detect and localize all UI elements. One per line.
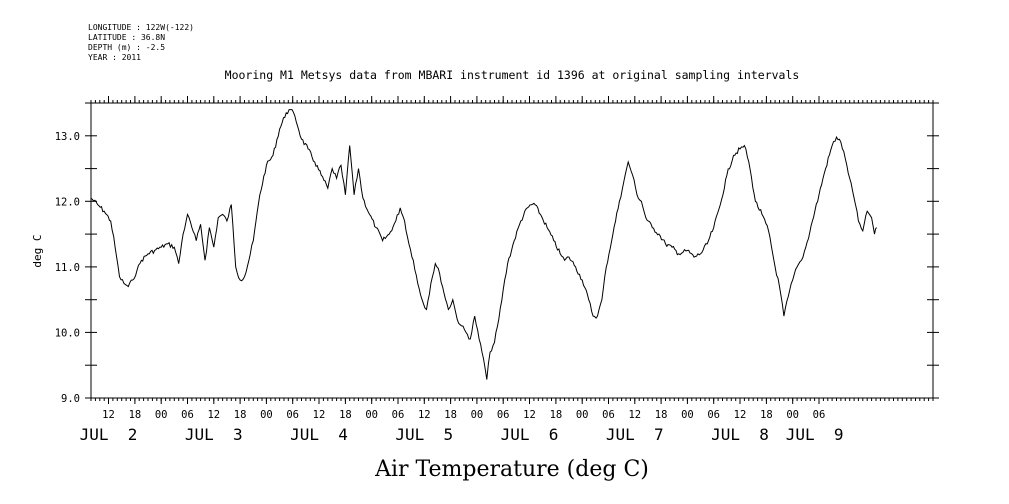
- x-hour-label: 06: [497, 409, 510, 421]
- x-date-label: JUL 4: [290, 425, 348, 444]
- x-hour-label: 06: [707, 409, 720, 421]
- x-date-label: JUL 8: [711, 425, 769, 444]
- y-tick-label: 10.0: [55, 327, 80, 339]
- latitude-label: LATITUDE : 36.8N: [88, 33, 165, 42]
- x-hour-label: 06: [392, 409, 405, 421]
- x-hour-label: 06: [813, 409, 826, 421]
- x-hour-label: 12: [418, 409, 431, 421]
- x-hour-label: 18: [550, 409, 563, 421]
- x-hour-label: 00: [471, 409, 484, 421]
- y-axis-label: deg C: [31, 234, 44, 267]
- x-hour-label: 12: [207, 409, 220, 421]
- x-date-label: JUL 3: [185, 425, 243, 444]
- depth-label: DEPTH (m) : -2.5: [88, 43, 165, 52]
- x-hour-label: 18: [760, 409, 773, 421]
- x-hour-label: 18: [234, 409, 247, 421]
- x-date-label: JUL 7: [606, 425, 664, 444]
- x-date-label: JUL 2: [80, 425, 138, 444]
- x-axis-ticks: 12 18 00 06 12 18 00 06 12 18 00 06 12 18 00 06 12 18 00 06…: [80, 96, 844, 444]
- x-date-label: JUL 6: [501, 425, 559, 444]
- x-hour-label: 06: [286, 409, 299, 421]
- chart-title: Mooring M1 Metsys data from MBARI instru…: [225, 68, 800, 82]
- x-hour-label: 18: [444, 409, 457, 421]
- year-label: YEAR : 2011: [88, 53, 141, 62]
- y-tick-label: 9.0: [61, 393, 80, 405]
- x-hour-label: 00: [155, 409, 168, 421]
- x-hour-label: 18: [339, 409, 352, 421]
- x-hour-label: 12: [313, 409, 326, 421]
- y-tick-label: 12.0: [55, 196, 80, 208]
- x-hour-label: 00: [786, 409, 799, 421]
- y-tick-label: 11.0: [55, 262, 80, 274]
- x-hour-label: 00: [365, 409, 378, 421]
- y-axis-ticks: 9.0 10.0 11.0 12.0 13.0: [55, 102, 939, 405]
- x-date-label: JUL 9: [786, 425, 844, 444]
- x-hour-label: 12: [734, 409, 747, 421]
- x-hour-label: 12: [523, 409, 536, 421]
- x-hour-label: 00: [681, 409, 694, 421]
- x-hour-label: 18: [655, 409, 668, 421]
- y-tick-label: 13.0: [55, 131, 80, 143]
- x-hour-label: 06: [602, 409, 615, 421]
- x-hour-label: 12: [102, 409, 115, 421]
- x-hour-label: 00: [260, 409, 273, 421]
- x-date-label: JUL 5: [395, 425, 453, 444]
- x-axis-title: Air Temperature (deg C): [374, 457, 649, 482]
- longitude-label: LONGITUDE : 122W(-122): [88, 23, 194, 32]
- x-hour-label: 06: [181, 409, 194, 421]
- x-hour-label: 18: [129, 409, 142, 421]
- series-line-air-temperature: [90, 109, 878, 380]
- x-hour-label: 12: [628, 409, 641, 421]
- x-hour-label: 00: [576, 409, 589, 421]
